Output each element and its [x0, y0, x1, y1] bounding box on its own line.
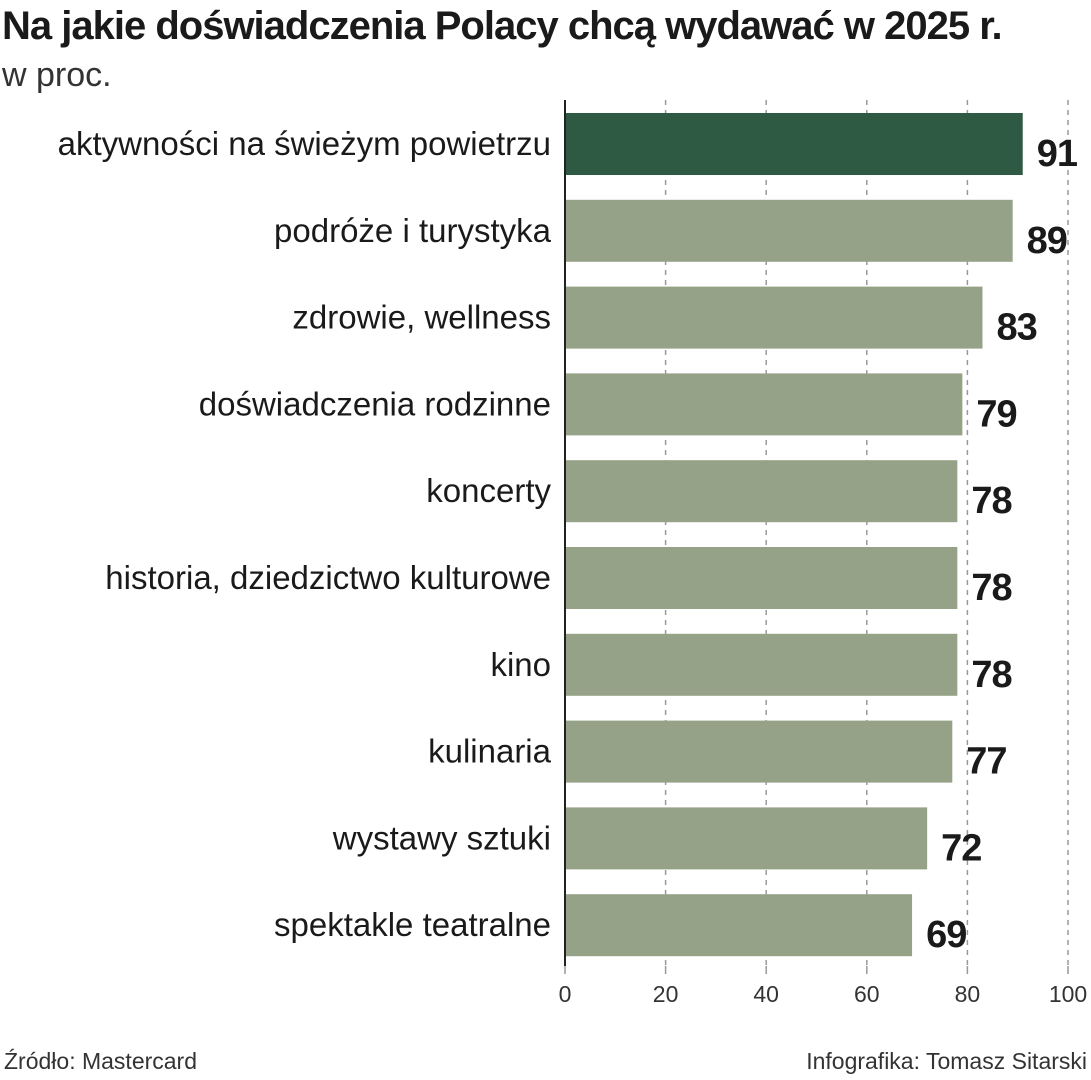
source-note: Źródło: Mastercard: [4, 1048, 198, 1074]
category-label-9: spektakle teatralne: [274, 906, 551, 943]
category-label-5: historia, dziedzictwo kulturowe: [105, 559, 551, 596]
bar-2: [565, 286, 983, 349]
category-label-1: podróże i turystyka: [274, 212, 552, 249]
category-label-7: kulinaria: [428, 733, 552, 770]
value-label-1: 89: [1027, 220, 1067, 262]
category-label-3: doświadczenia rodzinne: [199, 385, 551, 422]
value-label-2: 83: [996, 307, 1036, 349]
bar-4: [565, 460, 958, 523]
category-label-8: wystawy sztuki: [332, 819, 551, 856]
tick-label-100: 100: [1049, 981, 1087, 1007]
axes: [564, 100, 1069, 974]
bar-7: [565, 720, 953, 783]
bar-1: [565, 199, 1013, 262]
category-label-4: koncerty: [426, 472, 551, 509]
bar-3: [565, 373, 963, 436]
tick-label-40: 40: [753, 981, 779, 1007]
value-label-6: 78: [971, 654, 1011, 696]
category-label-0: aktywności na świeżym powietrzu: [58, 125, 551, 162]
bar-5: [565, 547, 958, 609]
value-label-4: 78: [971, 480, 1011, 522]
tick-label-60: 60: [854, 981, 880, 1007]
bars: [565, 113, 1023, 957]
category-label-6: kino: [490, 646, 551, 683]
labels: 0 20 40 60 80 100 aktywności na świeżym powiet…: [58, 125, 1088, 1007]
bar-6: [565, 633, 958, 696]
value-label-5: 78: [971, 567, 1011, 609]
category-label-2: zdrowie, wellness: [292, 299, 551, 336]
tick-label-0: 0: [559, 981, 572, 1007]
chart-subtitle: w proc.: [2, 56, 112, 94]
value-label-7: 77: [966, 741, 1006, 783]
value-label-9: 69: [926, 914, 966, 956]
bar-8: [565, 807, 928, 870]
tick-label-20: 20: [653, 981, 679, 1007]
chart-title: Na jakie doświadczenia Polacy chcą wydaw…: [2, 4, 1003, 48]
value-label-3: 79: [976, 393, 1016, 435]
credit-note: Infografika: Tomasz Sitarski: [806, 1048, 1087, 1074]
value-label-0: 91: [1037, 133, 1078, 175]
value-label-8: 72: [941, 827, 981, 869]
tick-label-80: 80: [955, 981, 981, 1007]
bar-9: [565, 894, 913, 957]
bar-0: [565, 113, 1023, 175]
